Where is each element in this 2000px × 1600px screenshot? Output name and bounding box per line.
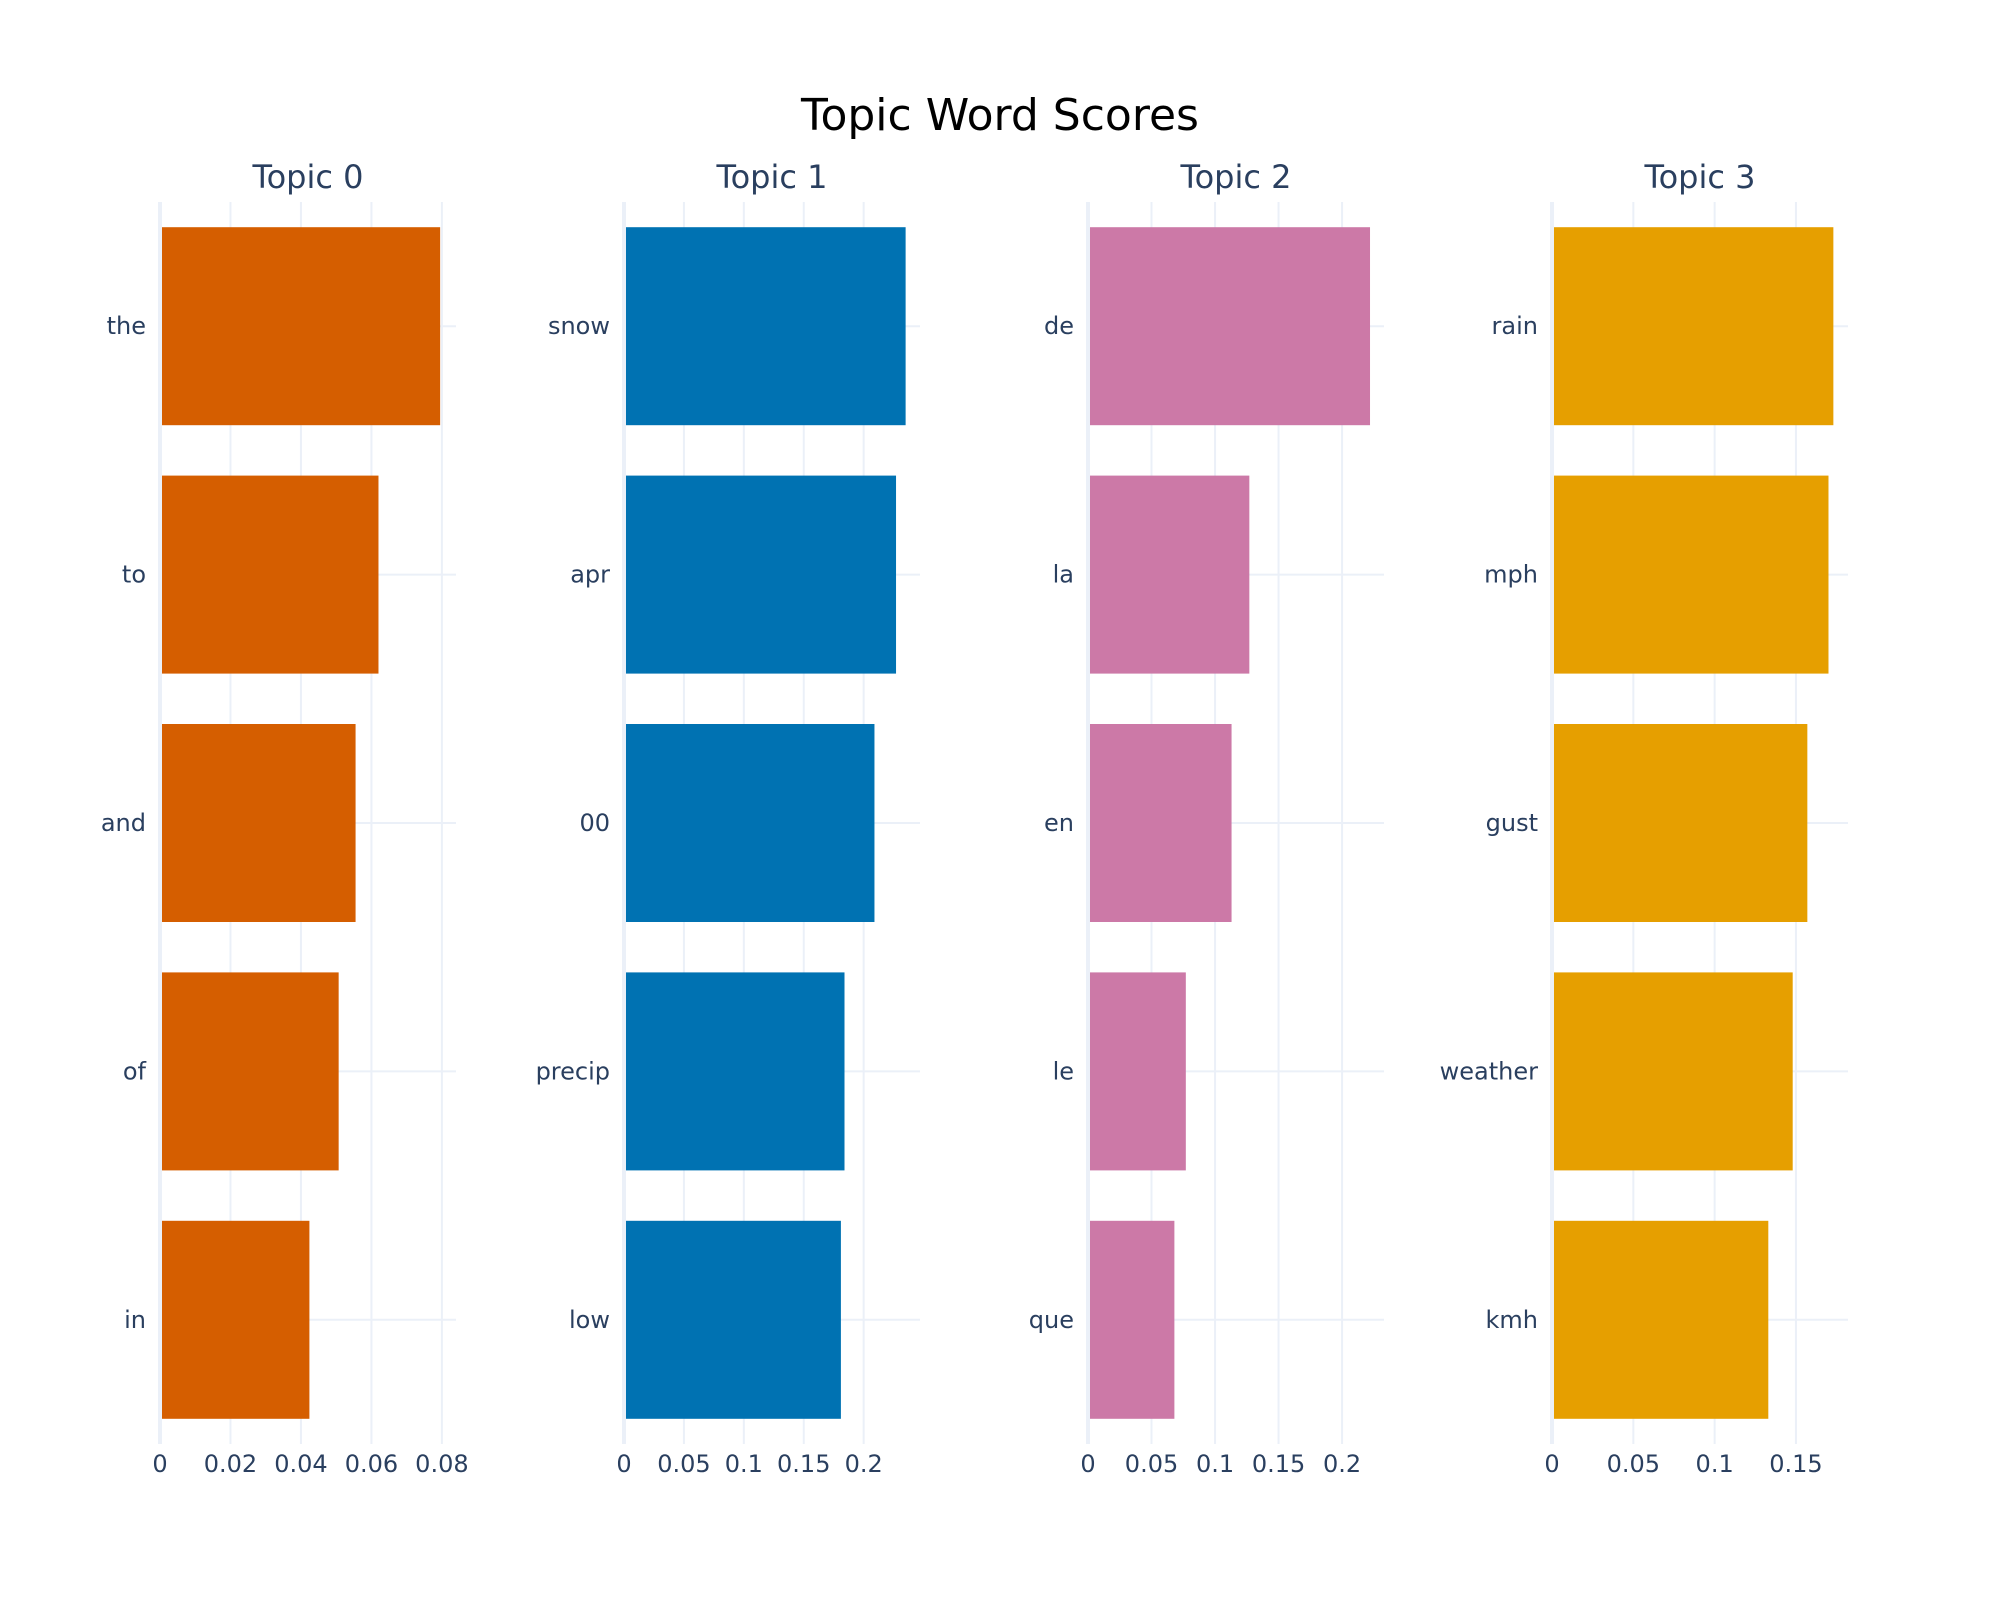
bar-rain (1552, 227, 1834, 426)
y-category-label: to (122, 561, 146, 589)
y-category-label: kmh (1486, 1306, 1539, 1334)
x-tick-label: 0.08 (415, 1450, 468, 1478)
chart-title: Topic Word Scores (800, 90, 1199, 141)
bar-le (1088, 972, 1186, 1171)
y-category-label: and (101, 809, 146, 837)
y-category-label: mph (1484, 561, 1538, 589)
y-category-label: 00 (579, 809, 610, 837)
subplot-title: Topic 2 (1179, 158, 1291, 196)
x-tick-label: 0.1 (725, 1450, 763, 1478)
x-tick-label: 0.1 (1696, 1450, 1734, 1478)
bar-kmh (1552, 1220, 1769, 1419)
subplot-title: Topic 0 (251, 158, 363, 196)
x-tick-label: 0 (616, 1450, 631, 1478)
y-category-label: of (123, 1057, 147, 1085)
bar-que (1088, 1220, 1175, 1419)
bar-to (160, 475, 379, 674)
x-tick-label: 0.2 (845, 1450, 883, 1478)
bar-en (1088, 724, 1232, 922)
x-tick-label: 0.05 (1125, 1450, 1178, 1478)
x-tick-label: 0 (152, 1450, 167, 1478)
bar-gust (1552, 724, 1808, 922)
bar-00 (624, 724, 875, 922)
x-tick-label: 0.1 (1196, 1450, 1234, 1478)
panel-topic-3: Topic 3 0 0.05 0.1 0.15 rain mph gust weather kmh (1440, 158, 1848, 1478)
bar-precip (624, 972, 845, 1171)
subplot-title: Topic 3 (1643, 158, 1755, 196)
y-category-label: low (569, 1306, 610, 1334)
x-tick-label: 0 (1544, 1450, 1559, 1478)
y-category-label: que (1029, 1306, 1074, 1334)
bar-weather (1552, 972, 1793, 1171)
panel-topic-0: Topic 0 0 0.02 0.04 0.06 0.08 the to and of in (101, 158, 469, 1478)
y-category-label: precip (536, 1057, 610, 1085)
bar-and (160, 724, 356, 922)
bar-snow (624, 227, 906, 426)
y-category-label: gust (1486, 809, 1538, 837)
x-tick-label: 0.15 (1252, 1450, 1305, 1478)
y-category-label: le (1053, 1057, 1074, 1085)
bar-low (624, 1220, 841, 1419)
y-category-label: rain (1492, 312, 1538, 340)
bar-de (1088, 227, 1371, 426)
x-tick-label: 0.04 (274, 1450, 327, 1478)
x-tick-label: 0.2 (1323, 1450, 1361, 1478)
x-tick-label: 0.15 (777, 1450, 830, 1478)
subplots: Topic 00 0.02 0.04 0.06 0.08thetoandofinTopi… (101, 158, 1848, 1478)
bar-apr (624, 475, 897, 674)
panel-topic-1: Topic 1 0 0.05 0.1 0.15 0.2 snow apr 00 precip low (536, 158, 920, 1478)
bar-of (160, 972, 339, 1171)
y-category-label: en (1044, 809, 1074, 837)
x-tick-label: 0.05 (1607, 1450, 1660, 1478)
y-category-label: in (124, 1306, 146, 1334)
bar-the (160, 227, 441, 426)
y-category-label: weather (1440, 1057, 1538, 1085)
bar-mph (1552, 475, 1829, 674)
y-category-label: snow (548, 312, 610, 340)
bar-in (160, 1220, 310, 1419)
x-tick-label: 0.15 (1769, 1450, 1822, 1478)
subplot-title: Topic 1 (715, 158, 827, 196)
y-category-label: la (1053, 561, 1074, 589)
y-category-label: apr (570, 561, 610, 589)
y-category-label: the (107, 312, 146, 340)
bar-la (1088, 475, 1250, 674)
y-category-label: de (1044, 312, 1074, 340)
x-tick-label: 0.05 (657, 1450, 710, 1478)
x-tick-label: 0.02 (204, 1450, 257, 1478)
x-tick-label: 0.06 (345, 1450, 398, 1478)
panel-topic-2: Topic 2 0 0.05 0.1 0.15 0.2 de la en le que (1029, 158, 1384, 1478)
x-tick-label: 0 (1080, 1450, 1095, 1478)
